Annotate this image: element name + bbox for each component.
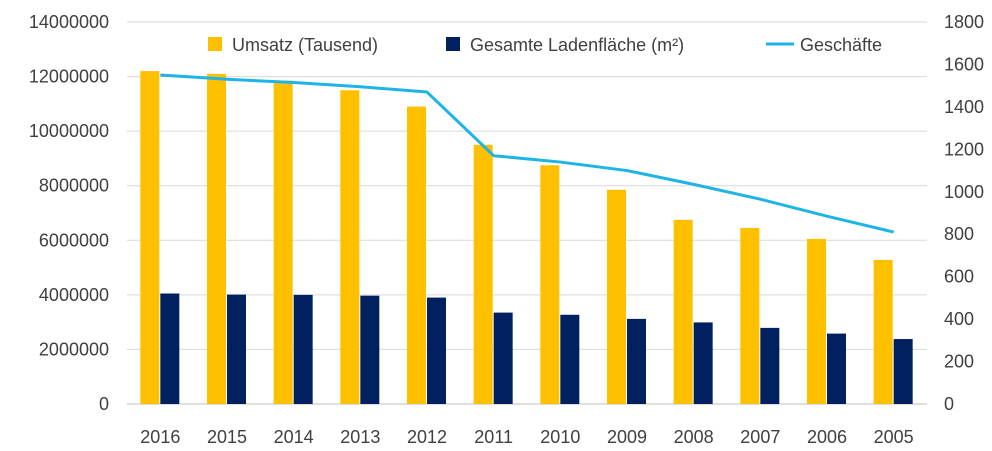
bar-umsatz-2014 [273,80,293,405]
bar-ladenflaeche-2016 [160,293,180,404]
bar-umsatz-2008 [673,219,693,404]
left-axis: 0 2000000 4000000 6000000 8000000 10000000 120… [29,12,109,414]
bar-ladenflaeche-2007 [760,327,780,404]
category-label: 2016 [140,427,180,447]
category-label: 2011 [474,427,513,447]
right-tick-label: 600 [944,267,974,287]
gridlines [127,21,927,405]
line-series [160,73,895,234]
bar-ladenflaeche-2014 [293,294,313,404]
bar-ladenflaeche-2006 [827,333,846,404]
bar-umsatz-2013 [340,90,360,404]
category-label: 2006 [807,427,847,447]
legend-label: Umsatz (Tausend) [232,35,378,55]
bar-series [140,71,913,405]
legend-label: Gesamte Ladenfläche (m²) [470,35,684,55]
bar-ladenflaeche-2012 [427,297,446,404]
left-tick-label: 2000000 [39,339,109,359]
left-tick-label: 14000000 [29,12,109,32]
category-label: 2009 [607,427,647,447]
legend-label: Geschäfte [800,35,882,55]
category-label: 2005 [874,427,914,447]
legend: Umsatz (Tausend) Gesamte Ladenfläche (m²)… [208,35,882,55]
bar-umsatz-2007 [740,228,760,404]
bar-umsatz-2010 [540,165,560,404]
category-label: 2013 [340,427,380,447]
bar-umsatz-2012 [407,106,426,404]
right-tick-label: 1400 [944,97,984,117]
bar-umsatz-2011 [473,144,493,405]
category-label: 2008 [674,427,714,447]
bar-ladenflaeche-2005 [893,339,913,404]
category-label: 2014 [274,427,314,447]
left-tick-label: 12000000 [29,67,109,87]
right-tick-label: 1800 [944,12,984,32]
category-label: 2015 [207,427,247,447]
left-tick-label: 0 [99,394,109,414]
left-tick-label: 4000000 [39,285,109,305]
bar-umsatz-2009 [607,189,626,404]
bar-ladenflaeche-2013 [360,295,380,404]
left-tick-label: 10000000 [29,121,109,141]
bar-umsatz-2015 [207,73,226,404]
category-label: 2010 [540,427,580,447]
right-tick-label: 1200 [944,139,984,159]
legend-swatch [208,37,222,51]
right-tick-label: 200 [944,352,974,372]
legend-swatch [446,37,460,51]
bar-ladenflaeche-2010 [560,314,580,404]
bar-ladenflaeche-2015 [227,294,246,404]
right-tick-label: 400 [944,309,974,329]
left-tick-label: 8000000 [39,176,109,196]
bar-ladenflaeche-2008 [693,322,713,404]
bar-umsatz-2016 [140,71,160,404]
category-label: 2012 [407,427,447,447]
right-tick-label: 1600 [944,54,984,74]
right-tick-label: 800 [944,224,974,244]
bar-umsatz-2005 [873,259,893,404]
bar-ladenflaeche-2011 [493,312,513,404]
right-axis: 0 200 400 600 800 1000 1200 1400 1600 1800 [944,12,984,414]
category-label: 2007 [740,427,780,447]
x-axis: 2016 2015 2014 2013 2012 2011 2010 2009 2008 2007… [140,427,913,447]
right-tick-label: 0 [944,394,954,414]
right-tick-label: 1000 [944,182,984,202]
line-geschaefte [160,73,895,234]
bar-umsatz-2006 [807,238,826,404]
left-tick-label: 6000000 [39,230,109,250]
bar-ladenflaeche-2009 [627,318,646,404]
